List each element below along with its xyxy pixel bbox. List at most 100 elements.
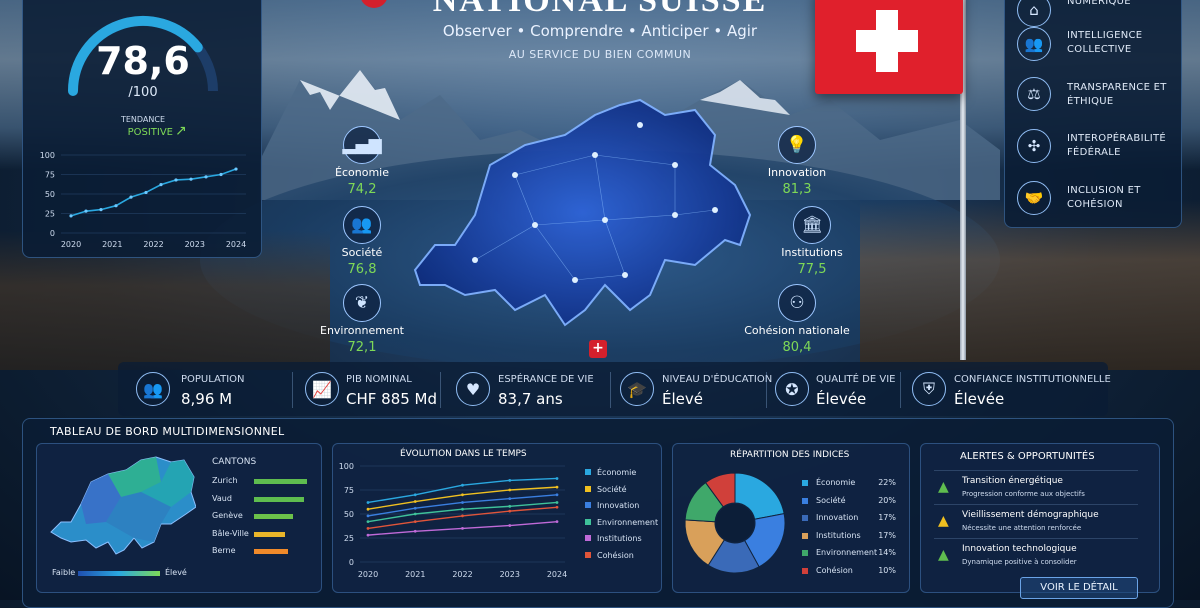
dashboard-title: TABLEAU DE BORD MULTIDIMENSIONNEL (50, 425, 285, 438)
evolution-point (508, 509, 512, 513)
kpi-divider (610, 372, 611, 408)
alert-item[interactable]: ▲ Transition énergétique Progression con… (934, 470, 1138, 504)
evolution-legend-item: Institutions (585, 534, 642, 543)
alert-item[interactable]: ▲ Innovation technologique Dynamique pos… (934, 538, 1138, 572)
evolution-point (555, 477, 559, 480)
score-history-chart: 100 75 50 25 0 2020 2021 2022 2023 2024 (40, 151, 246, 249)
legend-swatch (802, 497, 808, 504)
repartition-legend-item: Institutions 17% (802, 531, 896, 543)
score-point (114, 204, 118, 208)
canton-bar (254, 496, 305, 502)
alert-title: Vieillissement démographique (962, 510, 1099, 520)
legend-label: Institutions (597, 534, 642, 544)
evolution-point (555, 501, 559, 504)
kpi-value-qualite: Élevée (816, 390, 867, 408)
evolution-point (366, 527, 370, 530)
alert-ok-icon: ▲ (938, 547, 949, 563)
repartition-title: RÉPARTITION DES INDICES (730, 450, 850, 460)
award-icon: ✪ (775, 372, 809, 406)
environment-leaf-icon: ❦ (343, 284, 381, 322)
view-detail-button[interactable]: VOIR LE DÉTAIL (1020, 577, 1138, 599)
indicator-value-economie: 74,2 (347, 182, 377, 197)
kpi-label-education: NIVEAU D'ÉDUCATION (662, 374, 773, 385)
legend-percent: 14% (878, 548, 896, 558)
score-point (219, 172, 223, 177)
canton-row[interactable]: Berne (212, 546, 312, 560)
evolution-point (461, 501, 464, 504)
evolution-point (366, 533, 370, 537)
score-y-tick: 75 (45, 171, 55, 180)
score-x-tick: 2023 (185, 240, 205, 249)
indicator-label-societe: Société (341, 246, 383, 259)
score-point (144, 190, 148, 195)
canton-row[interactable]: Zurich (212, 476, 312, 490)
evolution-point (413, 520, 417, 524)
indicator-value-societe: 76,8 (347, 262, 377, 277)
evolution-series-line (367, 501, 558, 523)
score-point (99, 208, 103, 212)
legend-swatch (585, 518, 591, 525)
score-x-tick: 2021 (102, 240, 122, 249)
kpi-value-pib: CHF 885 Md (346, 390, 438, 408)
alerts-card (920, 443, 1160, 593)
alert-desc: Progression conforme aux objectifs (962, 490, 1085, 498)
evolution-y-tick: 100 (339, 462, 354, 471)
trend-up-icon: ↗ (175, 123, 187, 139)
score-point (129, 195, 133, 199)
evolution-y-tick: 50 (344, 510, 354, 519)
legend-label: Environnement (597, 517, 659, 527)
scale-low-label: Faible (52, 568, 76, 577)
trend-value: POSITIVE (127, 127, 173, 138)
evolution-legend-item: Environnement (585, 518, 658, 527)
gdp-icon: 📈 (305, 372, 339, 406)
alert-desc: Dynamique positive à consolider (962, 558, 1077, 566)
swiss-flag (815, 0, 963, 94)
donut-hole (716, 504, 754, 542)
legend-percent: 20% (878, 495, 896, 505)
canton-bar (254, 514, 294, 519)
score-point (234, 167, 238, 171)
score-max: /100 (128, 85, 158, 100)
legend-swatch (585, 552, 591, 558)
alert-title: Transition énergétique (962, 476, 1063, 486)
page-subtitle: Observer • Comprendre • Anticiper • Agir (442, 22, 758, 40)
canton-name: Berne (212, 546, 236, 555)
canton-name: Genève (212, 511, 243, 520)
score-y-tick: 50 (45, 190, 55, 199)
canton-row[interactable]: Genève (212, 511, 312, 525)
evolution-point (413, 493, 417, 497)
donut-slice (704, 472, 736, 508)
canton-row[interactable]: Bâle-Ville (212, 529, 312, 543)
evolution-point (413, 506, 417, 510)
indicator-value-environnement: 72,1 (347, 340, 377, 355)
canton-row[interactable]: Vaud (212, 494, 312, 508)
legend-percent: 22% (878, 478, 896, 487)
evolution-legend-item: Cohésion (585, 551, 634, 560)
score-line (70, 168, 237, 217)
legend-swatch (585, 469, 591, 475)
alert-item[interactable]: ▲ Vieillissement démographique Nécessite… (934, 504, 1138, 538)
evolution-point (508, 488, 512, 492)
digital-icon: ⌂ (1017, 0, 1051, 27)
kpi-divider (292, 372, 293, 408)
legend-label: Cohésion (816, 566, 853, 575)
score-x-tick: 2020 (61, 240, 81, 249)
evolution-point (461, 493, 464, 497)
evolution-point (413, 529, 417, 533)
evolution-point (555, 520, 559, 524)
indicator-label-environnement: Environnement (320, 324, 404, 337)
kpi-value-confiance: Élevée (954, 390, 1005, 408)
score-point (174, 178, 178, 182)
legend-label: Société (597, 484, 627, 494)
value-label-interoperabilite: INTEROPÉRABILITÉ FÉDÉRALE (1067, 133, 1166, 158)
indicator-label-cohesion: Cohésion nationale (744, 324, 850, 337)
evolution-point (508, 504, 512, 508)
canton-bar (254, 549, 288, 554)
canton-bar (254, 531, 285, 537)
evolution-legend: Économie Société Innovation Environnement In… (585, 468, 660, 568)
institutions-building-icon: 🏛 (793, 206, 831, 244)
kpi-label-population: POPULATION (181, 374, 245, 385)
canton-name: Zurich (212, 476, 238, 485)
swiss-emblem-top (360, 0, 388, 8)
town-right (860, 200, 1200, 370)
